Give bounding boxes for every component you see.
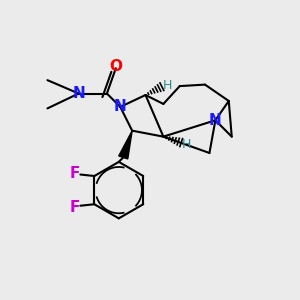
Text: F: F bbox=[70, 166, 80, 181]
Text: N: N bbox=[114, 99, 127, 114]
Polygon shape bbox=[119, 131, 132, 159]
Text: F: F bbox=[70, 200, 80, 215]
Text: H: H bbox=[162, 79, 172, 92]
Text: N: N bbox=[209, 113, 222, 128]
Text: O: O bbox=[109, 59, 122, 74]
Text: H: H bbox=[182, 138, 191, 151]
Text: N: N bbox=[72, 86, 85, 101]
